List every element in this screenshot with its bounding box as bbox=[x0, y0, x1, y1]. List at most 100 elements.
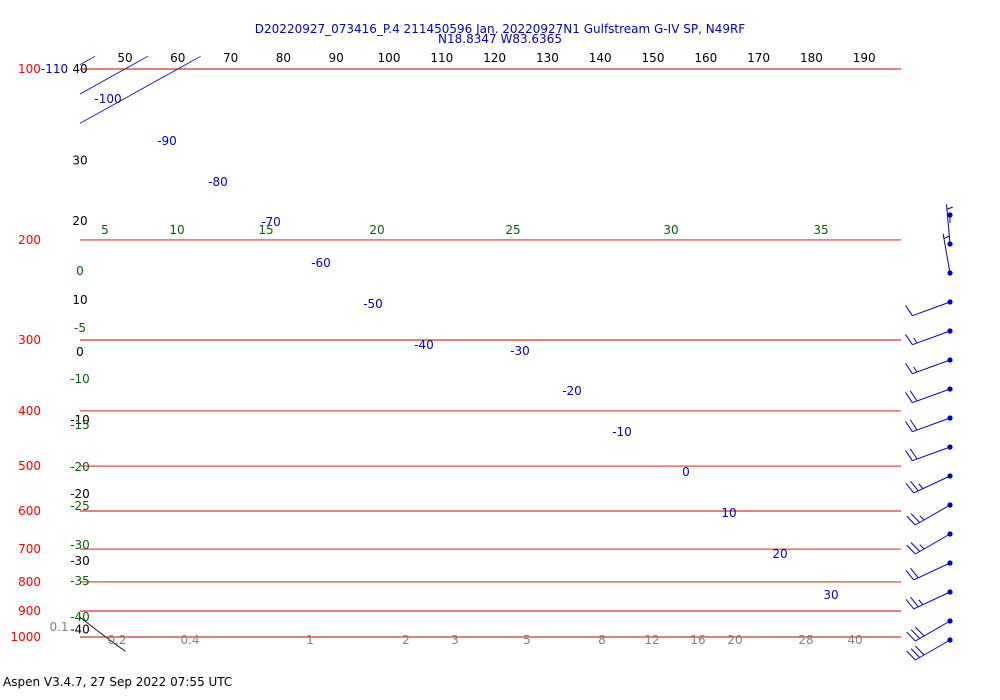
pressure-tick-label: 700 bbox=[18, 542, 41, 556]
moist-adiabat-left-label: -40 bbox=[70, 610, 90, 624]
mixing-ratio-label: 0.1 bbox=[49, 620, 68, 634]
moist-adiabat-top-label: 5 bbox=[101, 223, 109, 237]
moist-adiabat-top-label: 30 bbox=[663, 223, 678, 237]
isotherm-label: -90 bbox=[157, 134, 177, 148]
height-tick-label: 10 bbox=[72, 293, 87, 307]
wind-barb bbox=[906, 502, 953, 526]
wind-barb bbox=[905, 328, 953, 346]
pressure-tick-label: 1000 bbox=[10, 630, 41, 644]
moist-adiabat-top-label: 35 bbox=[813, 223, 828, 237]
top-temperature-tick-label: 190 bbox=[853, 51, 876, 65]
isobar-lines bbox=[80, 68, 901, 638]
dry-adiabat-line bbox=[80, 616, 126, 652]
top-temperature-tick-label: 90 bbox=[329, 51, 344, 65]
wind-barb bbox=[905, 299, 953, 317]
moist-adiabat-top-label: 15 bbox=[258, 223, 273, 237]
pressure-axis-suffix: -110 bbox=[41, 62, 68, 76]
wind-barbs bbox=[905, 204, 953, 661]
isotherm-label: 30 bbox=[823, 588, 838, 602]
pressure-tick-label: 800 bbox=[18, 575, 41, 589]
footer-software-version: Aspen V3.4.7, 27 Sep 2022 07:55 UTC bbox=[3, 675, 233, 689]
height-tick-label: 40 bbox=[72, 62, 87, 76]
top-temperature-tick-label: 170 bbox=[747, 51, 770, 65]
mixing-ratio-label: 0.2 bbox=[107, 633, 126, 647]
moist-adiabat-left-label: -20 bbox=[70, 460, 90, 474]
pressure-tick-label: 500 bbox=[18, 459, 41, 473]
mixing-ratio-label: 5 bbox=[523, 633, 531, 647]
isotherm-label: -10 bbox=[612, 425, 632, 439]
mixing-ratio-label: 1 bbox=[306, 633, 314, 647]
pressure-tick-label: 100-110 bbox=[18, 62, 68, 76]
mixing-ratio-label: 12 bbox=[644, 633, 659, 647]
isotherm-label: -30 bbox=[510, 344, 530, 358]
moist-adiabat-left-label: -5 bbox=[74, 321, 86, 335]
wind-barb bbox=[947, 212, 953, 223]
pressure-tick-label: 200 bbox=[18, 233, 41, 247]
wind-barb bbox=[905, 589, 953, 610]
mixing-ratio-label: 2 bbox=[402, 633, 410, 647]
isotherm-label: 10 bbox=[721, 506, 736, 520]
mixing-ratio-label: 8 bbox=[598, 633, 606, 647]
top-temperature-tick-label: 130 bbox=[536, 51, 559, 65]
dry-adiabat-line bbox=[0, 56, 18, 651]
wind-barb bbox=[905, 415, 953, 433]
wind-barb bbox=[905, 444, 953, 462]
chart-title-line-1: D20220927_073416_P.4 211450596 Jan. 2022… bbox=[254, 22, 746, 36]
top-temperature-tick-label: 180 bbox=[800, 51, 823, 65]
moist-adiabat-left-label: -15 bbox=[70, 418, 90, 432]
height-tick-label: -40 bbox=[70, 622, 90, 636]
top-temperature-tick-label: 70 bbox=[223, 51, 238, 65]
isotherm-label: -100 bbox=[94, 92, 121, 106]
isotherm-label: 20 bbox=[772, 547, 787, 561]
height-tick-label: 0 bbox=[76, 345, 84, 359]
chart-title-line-2: N18.8347 W83.6365 bbox=[438, 32, 562, 46]
mixing-ratio-label: 0.4 bbox=[180, 633, 199, 647]
height-tick-label: -30 bbox=[70, 554, 90, 568]
isotherm-label: -60 bbox=[311, 256, 331, 270]
wind-barb bbox=[946, 204, 953, 247]
mixing-ratio-label: 40 bbox=[847, 633, 862, 647]
isotherm-label: -50 bbox=[363, 297, 383, 311]
wind-barb bbox=[906, 618, 953, 642]
moist-adiabat-top-label: 20 bbox=[369, 223, 384, 237]
wind-barb bbox=[905, 386, 953, 404]
wind-barb bbox=[906, 637, 953, 661]
top-temperature-tick-label: 60 bbox=[170, 51, 185, 65]
isotherm-label: -40 bbox=[414, 338, 434, 352]
pressure-tick-label: 600 bbox=[18, 504, 41, 518]
moist-adiabat-left-label: -10 bbox=[70, 372, 90, 386]
top-temperature-tick-label: 110 bbox=[430, 51, 453, 65]
moist-adiabat-top-label: 25 bbox=[505, 223, 520, 237]
wind-barb bbox=[906, 531, 953, 555]
isotherm-label: 0 bbox=[682, 465, 690, 479]
wind-barb bbox=[905, 560, 953, 581]
pressure-tick-label: 300 bbox=[18, 333, 41, 347]
top-temperature-tick-label: 80 bbox=[276, 51, 291, 65]
top-temperature-tick-label: 120 bbox=[483, 51, 506, 65]
dry-adiabat-line bbox=[0, 56, 72, 651]
height-tick-label: -10 bbox=[70, 413, 90, 427]
moist-adiabat-top-label: 10 bbox=[169, 223, 184, 237]
height-tick-label: 20 bbox=[72, 214, 87, 228]
height-tick-label: -20 bbox=[70, 487, 90, 501]
isotherm-line bbox=[0, 56, 42, 651]
wind-barb bbox=[905, 473, 953, 494]
top-temperature-tick-label: 160 bbox=[694, 51, 717, 65]
isotherm-label: -20 bbox=[562, 384, 582, 398]
mixing-ratio-label: 28 bbox=[798, 633, 813, 647]
top-temperature-tick-label: 150 bbox=[642, 51, 665, 65]
isotherm-label: -70 bbox=[261, 215, 281, 229]
moist-adiabat-left-label: -35 bbox=[70, 574, 90, 588]
top-temperature-tick-label: 140 bbox=[589, 51, 612, 65]
isotherm-label: -80 bbox=[208, 175, 228, 189]
moist-adiabat-left-label: -30 bbox=[70, 538, 90, 552]
top-temperature-tick-label: 100 bbox=[378, 51, 401, 65]
mixing-ratio-label: 3 bbox=[451, 633, 459, 647]
moist-adiabat-left-label: 0 bbox=[76, 264, 84, 278]
moist-adiabat-left-label: -25 bbox=[70, 499, 90, 513]
mixing-ratio-label: 20 bbox=[727, 633, 742, 647]
pressure-tick-label: 400 bbox=[18, 404, 41, 418]
wind-barb bbox=[905, 357, 953, 375]
